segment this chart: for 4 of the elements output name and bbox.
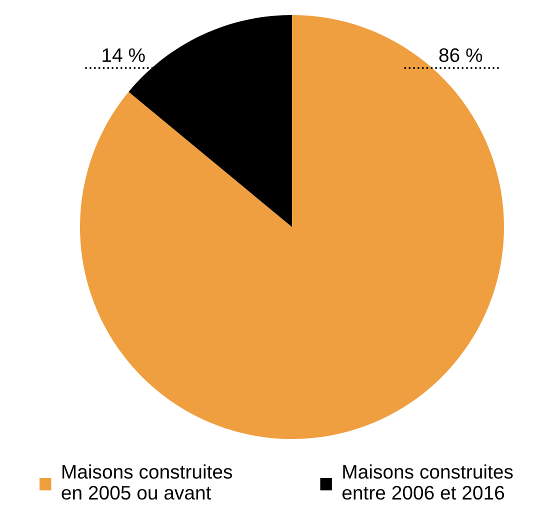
legend-label: Maisons construites entre 2006 et 2016 — [342, 464, 513, 500]
data-label: 14 % — [102, 48, 145, 62]
data-label: 86 % — [439, 48, 482, 62]
legend-label: Maisons construites en 2005 ou avant — [62, 464, 232, 500]
